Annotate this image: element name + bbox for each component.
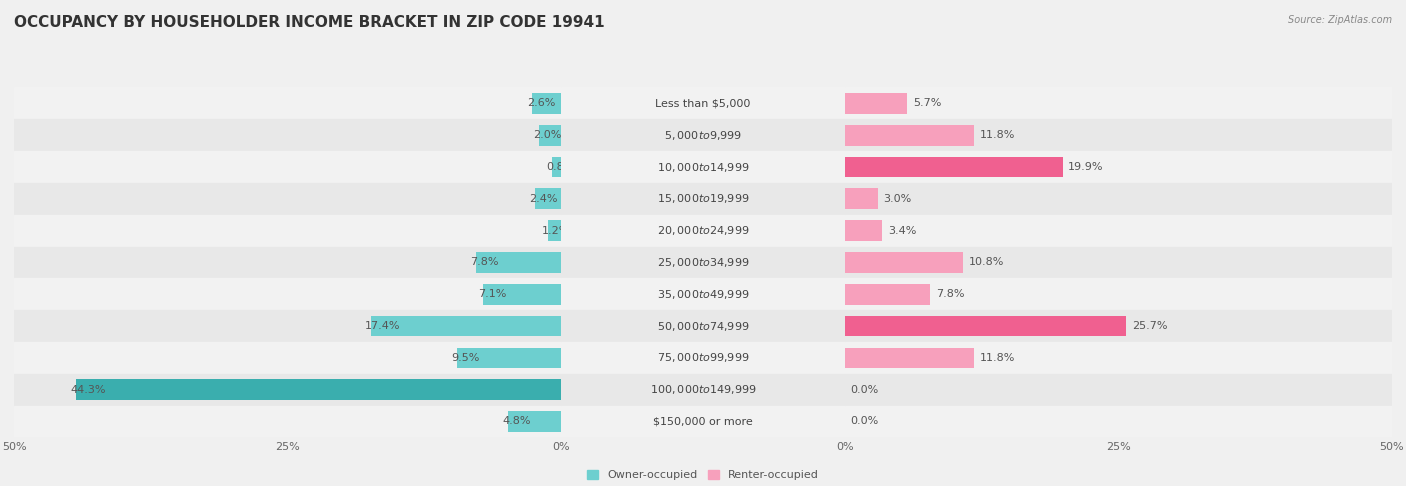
Text: 0.84%: 0.84% — [546, 162, 582, 172]
Text: $50,000 to $74,999: $50,000 to $74,999 — [657, 320, 749, 332]
Text: 10.8%: 10.8% — [969, 258, 1004, 267]
Bar — [509, 411, 561, 432]
Legend: Owner-occupied, Renter-occupied: Owner-occupied, Renter-occupied — [586, 470, 820, 481]
Text: 2.4%: 2.4% — [529, 194, 558, 204]
Bar — [845, 284, 931, 305]
Text: $150,000 or more: $150,000 or more — [654, 417, 752, 427]
Bar — [845, 151, 1392, 183]
Bar — [561, 215, 845, 246]
Text: $5,000 to $9,999: $5,000 to $9,999 — [664, 129, 742, 142]
Bar — [845, 278, 1392, 310]
Bar — [534, 189, 561, 209]
Bar — [475, 252, 561, 273]
Bar — [14, 310, 561, 342]
Bar — [845, 156, 1063, 177]
Bar — [845, 374, 1392, 406]
Bar — [561, 183, 845, 215]
Text: OCCUPANCY BY HOUSEHOLDER INCOME BRACKET IN ZIP CODE 19941: OCCUPANCY BY HOUSEHOLDER INCOME BRACKET … — [14, 15, 605, 30]
Text: 2.0%: 2.0% — [533, 130, 562, 140]
Bar — [14, 151, 561, 183]
Text: 0.0%: 0.0% — [851, 417, 879, 427]
Bar — [14, 374, 561, 406]
Bar — [561, 406, 845, 437]
Text: $15,000 to $19,999: $15,000 to $19,999 — [657, 192, 749, 205]
Bar — [561, 310, 845, 342]
Bar — [845, 215, 1392, 246]
Bar — [561, 119, 845, 151]
Bar — [14, 215, 561, 246]
Text: 19.9%: 19.9% — [1069, 162, 1104, 172]
Text: 44.3%: 44.3% — [70, 385, 107, 395]
Bar — [561, 151, 845, 183]
Bar — [845, 119, 1392, 151]
Bar — [76, 380, 561, 400]
Text: 25.7%: 25.7% — [1132, 321, 1167, 331]
Bar — [14, 278, 561, 310]
Bar — [457, 347, 561, 368]
Text: 7.8%: 7.8% — [470, 258, 499, 267]
Bar — [561, 87, 845, 119]
Text: 3.4%: 3.4% — [887, 226, 917, 236]
Text: 0.0%: 0.0% — [851, 385, 879, 395]
Bar — [14, 119, 561, 151]
Text: $35,000 to $49,999: $35,000 to $49,999 — [657, 288, 749, 301]
Bar — [845, 125, 974, 145]
Text: 9.5%: 9.5% — [451, 353, 479, 363]
Bar — [538, 125, 561, 145]
Bar — [484, 284, 561, 305]
Text: 7.1%: 7.1% — [478, 289, 506, 299]
Bar — [845, 310, 1392, 342]
Bar — [533, 93, 561, 114]
Bar — [14, 246, 561, 278]
Text: 11.8%: 11.8% — [980, 130, 1015, 140]
Bar — [14, 183, 561, 215]
Bar — [551, 156, 561, 177]
Bar — [561, 246, 845, 278]
Text: 4.8%: 4.8% — [503, 417, 531, 427]
Bar — [845, 87, 1392, 119]
Bar — [845, 316, 1126, 336]
Bar — [561, 342, 845, 374]
Bar — [845, 406, 1392, 437]
Bar — [371, 316, 561, 336]
Text: $10,000 to $14,999: $10,000 to $14,999 — [657, 160, 749, 174]
Bar — [845, 93, 907, 114]
Bar — [14, 406, 561, 437]
Text: $20,000 to $24,999: $20,000 to $24,999 — [657, 224, 749, 237]
Text: 11.8%: 11.8% — [980, 353, 1015, 363]
Bar — [845, 189, 877, 209]
Text: $25,000 to $34,999: $25,000 to $34,999 — [657, 256, 749, 269]
Text: 3.0%: 3.0% — [883, 194, 911, 204]
Bar — [845, 246, 1392, 278]
Bar — [845, 183, 1392, 215]
Text: $75,000 to $99,999: $75,000 to $99,999 — [657, 351, 749, 364]
Text: 2.6%: 2.6% — [527, 98, 555, 108]
Text: Source: ZipAtlas.com: Source: ZipAtlas.com — [1288, 15, 1392, 25]
Bar — [561, 374, 845, 406]
Bar — [14, 342, 561, 374]
Bar — [14, 87, 561, 119]
Bar — [561, 278, 845, 310]
Bar — [845, 347, 974, 368]
Text: 1.2%: 1.2% — [543, 226, 571, 236]
Bar — [845, 342, 1392, 374]
Bar — [845, 220, 883, 241]
Bar — [548, 220, 561, 241]
Text: Less than $5,000: Less than $5,000 — [655, 98, 751, 108]
Text: $100,000 to $149,999: $100,000 to $149,999 — [650, 383, 756, 396]
Text: 5.7%: 5.7% — [912, 98, 942, 108]
Text: 17.4%: 17.4% — [366, 321, 401, 331]
Bar — [845, 252, 963, 273]
Text: 7.8%: 7.8% — [936, 289, 965, 299]
